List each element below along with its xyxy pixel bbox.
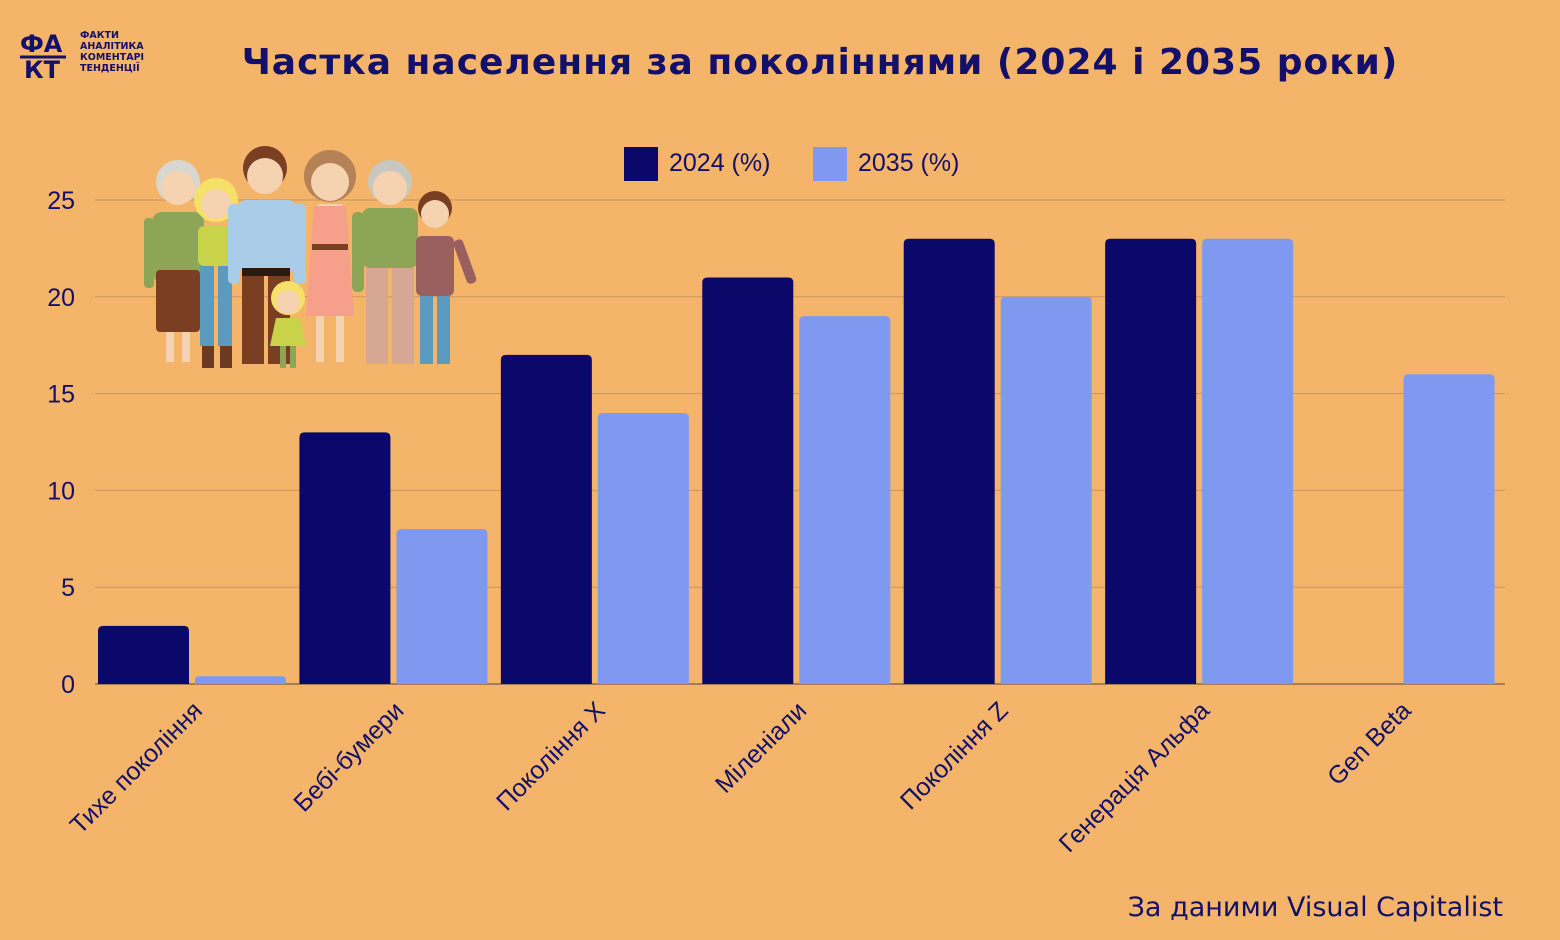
- bar: [903, 238, 995, 684]
- bar: [1000, 296, 1092, 684]
- chart-title: Частка населення за поколіннями (2024 і …: [241, 42, 1399, 83]
- girl-figure: [270, 281, 306, 368]
- x-axis: Тихе покоління Бебі-бумери Покоління X Міле…: [65, 696, 1417, 858]
- x-tick-label: Генерація Альфа: [1054, 696, 1216, 858]
- grandfather-figure: [352, 160, 418, 364]
- bar: [702, 277, 794, 684]
- bar: [597, 412, 689, 684]
- bar: [799, 316, 891, 684]
- logo: ФА КТ ФАКТИ АНАЛІТИКА КОМЕНТАРІ ТЕНДЕНЦІ…: [18, 28, 158, 88]
- logo-word: КОМЕНТАРІ: [80, 52, 145, 63]
- bar: [1105, 238, 1197, 684]
- source-note: За даними Visual Capitalist: [1127, 892, 1503, 923]
- y-axis: 0 5 10 15 20 25: [47, 187, 75, 699]
- y-tick-label: 0: [61, 671, 75, 699]
- x-tick-label: Тихе покоління: [65, 696, 208, 839]
- bars: [98, 238, 1495, 684]
- logo-mark-top: ФА: [20, 30, 63, 58]
- legend-label: 2024 (%): [669, 149, 770, 177]
- mother-figure: [304, 150, 356, 362]
- logo-mark-bottom: КТ: [24, 56, 61, 84]
- bar: [1403, 374, 1495, 684]
- legend-label: 2035 (%): [858, 149, 959, 177]
- bar: [195, 676, 286, 684]
- legend-swatch: [624, 147, 658, 181]
- y-tick-label: 10: [47, 477, 75, 505]
- y-tick-label: 25: [47, 187, 75, 215]
- grandmother-figure: [144, 160, 204, 362]
- bar: [299, 432, 391, 684]
- logo-words: ФАКТИ АНАЛІТИКА КОМЕНТАРІ ТЕНДЕНЦІЇ: [80, 30, 144, 74]
- logo-word: ФАКТИ: [80, 30, 119, 41]
- x-tick-label: Бебі-бумери: [288, 696, 409, 817]
- y-tick-label: 5: [61, 574, 75, 602]
- logo-word: АНАЛІТИКА: [80, 41, 144, 52]
- bar: [98, 625, 189, 684]
- y-tick-label: 20: [47, 284, 75, 312]
- family-illustration: [144, 146, 477, 368]
- bar: [396, 529, 488, 684]
- logo-mark-icon: ФА КТ: [20, 30, 66, 84]
- x-tick-label: Міленіали: [710, 696, 812, 798]
- x-tick-label: Gen Beta: [1322, 696, 1417, 791]
- woman-figure: [194, 178, 238, 368]
- boy-figure: [416, 191, 477, 364]
- logo-word: ТЕНДЕНЦІЇ: [80, 63, 140, 74]
- father-figure: [228, 146, 306, 364]
- bar: [1202, 238, 1294, 684]
- bar: [500, 354, 592, 684]
- x-tick-label: Покоління X: [491, 696, 611, 816]
- legend: 2024 (%) 2035 (%): [624, 147, 959, 181]
- x-tick-label: Покоління Z: [895, 696, 1014, 815]
- legend-swatch: [813, 147, 847, 181]
- y-tick-label: 15: [47, 381, 75, 409]
